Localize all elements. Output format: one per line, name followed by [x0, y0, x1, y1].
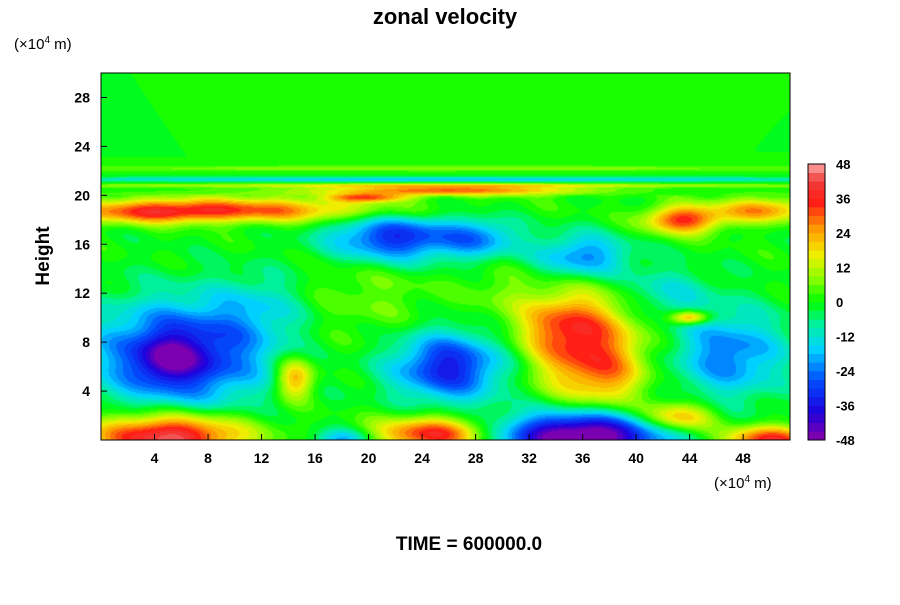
x-tick-label: 28: [468, 450, 484, 466]
colorbar-segment: [808, 241, 825, 251]
x-tick-label: 32: [521, 450, 537, 466]
colorbar-tick-label: 12: [836, 261, 850, 276]
colorbar-segment: [808, 414, 825, 424]
y-tick-label: 12: [74, 285, 90, 301]
colorbar-segment: [808, 224, 825, 234]
y-tick-label: 28: [74, 89, 90, 105]
colorbar-segment: [808, 258, 825, 268]
colorbar-segment: [808, 284, 825, 294]
y-tick-label: 4: [82, 383, 90, 399]
colorbar-segment: [808, 207, 825, 217]
y-tick-label: 24: [74, 138, 90, 154]
colorbar-tick-label: -48: [836, 433, 855, 448]
y-axis-label: Height: [33, 226, 54, 286]
x-tick-label: 20: [361, 450, 377, 466]
chart-title: zonal velocity: [373, 4, 518, 29]
colorbar-segment: [808, 276, 825, 286]
colorbar-segment: [808, 198, 825, 208]
x-tick-label: 16: [307, 450, 323, 466]
colorbar-segment: [808, 371, 825, 380]
x-unit-exponent: 4: [744, 474, 750, 485]
colorbar-segment: [808, 388, 825, 398]
colorbar-tick-label: 36: [836, 192, 850, 207]
colorbar-tick-label: 0: [836, 295, 843, 310]
colorbar-segment: [808, 310, 825, 320]
x-unit-suffix: m): [750, 475, 772, 492]
colorbar-segment: [808, 396, 825, 406]
y-unit-label: (×104 m): [14, 35, 72, 53]
colorbar-tick-label: -12: [836, 330, 855, 345]
colorbar-segment: [808, 302, 825, 311]
y-unit-prefix: (×10: [14, 36, 44, 53]
y-tick-label: 16: [74, 236, 90, 252]
colorbar-segment: [808, 345, 825, 355]
colorbar-segment: [808, 319, 825, 329]
x-unit-label: (×104 m): [714, 474, 772, 492]
x-tick-label: 48: [735, 450, 751, 466]
colorbar-segment: [808, 327, 825, 337]
heatmap-plot-area: [100, 72, 791, 441]
y-tick-label: 20: [74, 187, 90, 203]
colorbar-border: [807, 163, 826, 441]
x-tick-label: 8: [204, 450, 212, 466]
colorbar-segment: [808, 293, 825, 303]
colorbar-segment: [808, 233, 825, 242]
colorbar-segment: [808, 362, 825, 372]
colorbar-segment: [808, 379, 825, 389]
x-unit-prefix: (×10: [714, 475, 744, 492]
colorbar-segment: [808, 422, 825, 432]
colorbar-segment: [808, 431, 825, 441]
plot-border: [100, 72, 791, 441]
x-tick-label: 24: [414, 450, 430, 466]
x-tick-label: 44: [682, 450, 698, 466]
colorbar-segment: [808, 172, 825, 182]
colorbar-segment: [808, 181, 825, 191]
y-tick-label: 8: [82, 334, 90, 350]
y-axis-ticks: 4 8 12 16 20 24 28: [74, 89, 107, 399]
colorbar-tick-label: -24: [836, 364, 856, 379]
colorbar-segment: [808, 405, 825, 415]
colorbar-tick-label: 48: [836, 157, 850, 172]
time-label: TIME = 600000.0: [396, 534, 542, 555]
x-tick-label: 4: [151, 450, 159, 466]
colorbar-tick-label: 24: [836, 226, 851, 241]
colorbar-segment: [808, 215, 825, 225]
colorbar-segment: [808, 189, 825, 199]
x-axis-ticks: 4 8 12 16 20 24 28 32 36 40 44 48: [151, 434, 751, 466]
y-unit-suffix: m): [50, 36, 72, 53]
x-tick-label: 36: [575, 450, 591, 466]
y-unit-exponent: 4: [44, 35, 50, 46]
colorbar-segment: [808, 267, 825, 277]
colorbar-segment: [808, 336, 825, 346]
x-tick-label: 12: [254, 450, 270, 466]
heatmap-image: [101, 73, 790, 440]
colorbar-segment: [808, 164, 825, 173]
x-tick-label: 40: [628, 450, 644, 466]
colorbar-segment: [808, 250, 825, 260]
colorbar-segment: [808, 353, 825, 363]
colorbar: 48 36 24 12 0 -12 -24 -36 -48: [807, 157, 856, 448]
colorbar-tick-label: -36: [836, 399, 855, 414]
